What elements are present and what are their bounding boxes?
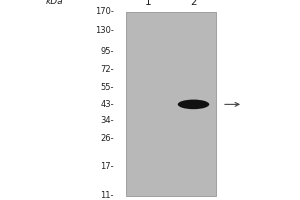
Text: 130-: 130- bbox=[95, 26, 114, 35]
Text: 2: 2 bbox=[190, 0, 197, 7]
Text: kDa: kDa bbox=[45, 0, 63, 6]
Text: 26-: 26- bbox=[100, 134, 114, 143]
Text: 55-: 55- bbox=[100, 83, 114, 92]
Text: 95-: 95- bbox=[100, 47, 114, 56]
Text: 1: 1 bbox=[145, 0, 152, 7]
Bar bbox=[126, 12, 216, 196]
Text: 43-: 43- bbox=[100, 100, 114, 109]
Text: 11-: 11- bbox=[100, 192, 114, 200]
Text: 72-: 72- bbox=[100, 65, 114, 74]
Ellipse shape bbox=[178, 100, 209, 109]
Text: 170-: 170- bbox=[95, 7, 114, 17]
Text: 34-: 34- bbox=[100, 116, 114, 125]
Text: 17-: 17- bbox=[100, 162, 114, 171]
